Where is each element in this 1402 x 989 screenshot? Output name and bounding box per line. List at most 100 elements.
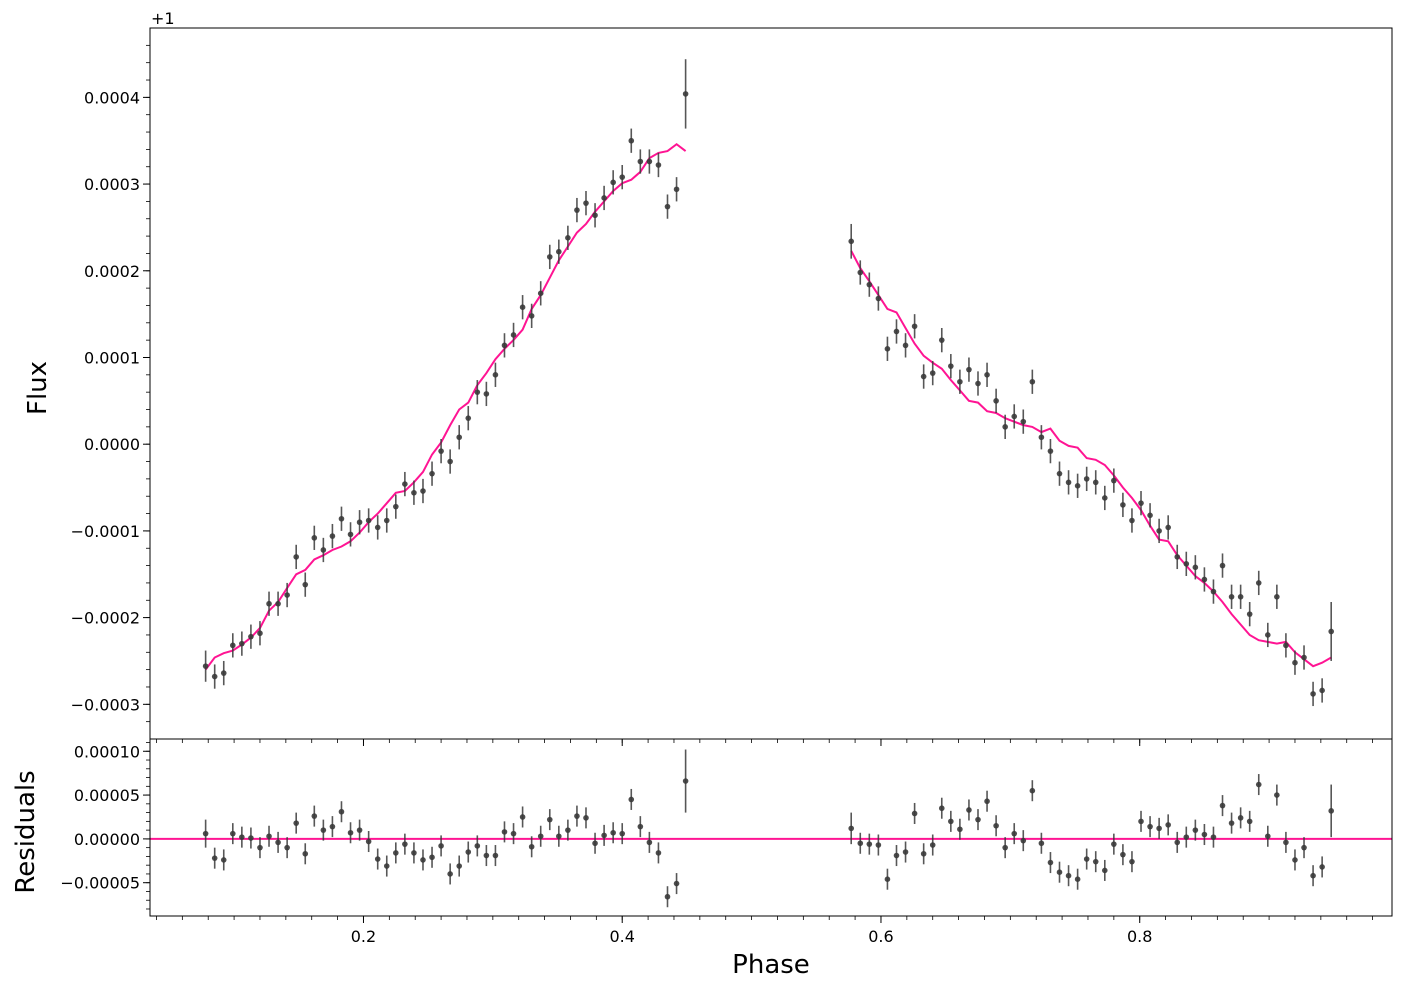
- data-marker: [501, 342, 508, 349]
- data-marker: [239, 640, 245, 647]
- flux-data-point: [619, 164, 626, 190]
- residual-data-point: [347, 822, 354, 844]
- residual-data-point: [411, 842, 417, 864]
- residual-data-point: [248, 827, 254, 849]
- flux-data-point: [993, 388, 999, 413]
- data-marker: [1083, 856, 1090, 862]
- data-marker: [875, 842, 882, 848]
- data-marker: [619, 174, 626, 180]
- residuals-x-ticks: 0.2 0.4 0.6 0.8: [156, 916, 1373, 946]
- data-marker: [293, 820, 299, 826]
- data-marker: [320, 547, 327, 553]
- data-marker: [302, 850, 309, 857]
- flux-data-point: [902, 333, 909, 358]
- residual-data-point: [1074, 868, 1081, 890]
- flux-data-point: [1265, 622, 1271, 648]
- flux-data-point: [393, 494, 399, 519]
- residual-data-point: [546, 809, 553, 831]
- data-marker: [239, 834, 245, 840]
- data-marker: [601, 195, 607, 201]
- data-marker: [1310, 872, 1316, 879]
- flux-data-point: [374, 515, 381, 540]
- flux-data-point: [1319, 678, 1325, 703]
- data-marker: [374, 856, 381, 862]
- residual-data-point: [537, 825, 544, 847]
- flux-data-point: [1283, 633, 1289, 658]
- data-marker: [673, 880, 680, 887]
- residual-data-point: [592, 832, 598, 854]
- data-marker: [583, 815, 589, 821]
- x-tick-label: 0.4: [609, 927, 634, 946]
- residual-data-point: [628, 788, 635, 810]
- flux-data-point: [938, 328, 945, 353]
- flux-data-point: [329, 523, 336, 549]
- data-marker: [893, 852, 900, 859]
- data-marker: [402, 481, 408, 487]
- data-marker: [1265, 833, 1271, 840]
- data-marker: [1310, 691, 1316, 697]
- flux-data-point: [565, 225, 571, 250]
- data-marker: [884, 876, 891, 882]
- flux-data-point: [637, 149, 644, 174]
- flux-data-point: [311, 525, 318, 550]
- residual-data-point: [202, 819, 209, 848]
- flux-data-point: [257, 621, 263, 646]
- flux-data-point: [601, 185, 607, 211]
- data-marker: [347, 829, 354, 836]
- residual-data-point: [338, 801, 345, 823]
- residual-data-point: [1174, 831, 1181, 853]
- data-marker: [592, 212, 598, 219]
- data-marker: [1129, 858, 1135, 865]
- residual-data-point: [1183, 826, 1190, 848]
- residual-data-point: [1120, 844, 1126, 866]
- data-marker: [911, 323, 918, 330]
- y-tick-label: 0.0004: [84, 88, 140, 107]
- flux-data-point: [320, 537, 327, 563]
- data-marker: [220, 670, 227, 676]
- residual-data-point: [1319, 856, 1325, 878]
- flux-data-point: [1038, 425, 1045, 450]
- residual-data-point: [556, 825, 562, 847]
- data-marker: [902, 342, 909, 349]
- residuals-panel-frame: [149, 738, 1393, 917]
- flux-data-point: [528, 303, 535, 329]
- data-marker: [1002, 424, 1008, 430]
- data-marker: [483, 391, 490, 397]
- data-marker: [610, 179, 616, 186]
- data-marker: [365, 838, 372, 845]
- data-marker: [966, 807, 972, 813]
- data-marker: [938, 337, 945, 343]
- data-marker: [866, 841, 873, 847]
- data-marker: [1165, 822, 1171, 828]
- data-marker: [628, 796, 635, 803]
- data-marker: [1120, 502, 1126, 508]
- y-tick-label: −0.0003: [71, 695, 140, 714]
- data-marker: [1092, 858, 1099, 865]
- residual-data-point: [429, 846, 435, 868]
- data-marker: [1301, 844, 1307, 851]
- data-marker: [1047, 859, 1054, 866]
- data-marker: [311, 535, 318, 541]
- data-marker: [1228, 594, 1235, 600]
- data-marker: [546, 816, 553, 823]
- data-marker: [993, 822, 999, 829]
- data-marker: [546, 254, 553, 260]
- residual-data-point: [465, 841, 472, 863]
- flux-data-point: [248, 624, 254, 649]
- residual-data-point: [619, 823, 626, 845]
- data-marker: [275, 600, 281, 607]
- flux-data-point: [1174, 544, 1181, 570]
- flux-data-point: [1065, 470, 1072, 495]
- data-marker: [1255, 580, 1262, 586]
- data-marker: [1292, 659, 1298, 666]
- data-marker: [1101, 495, 1108, 501]
- flux-data-point: [1120, 492, 1126, 518]
- residual-data-point: [637, 816, 644, 838]
- data-marker: [429, 854, 435, 861]
- flux-data-point: [1183, 551, 1190, 576]
- data-marker: [984, 798, 990, 805]
- flux-data-point: [275, 591, 281, 616]
- residual-data-point: [565, 819, 571, 841]
- y-tick-label: 0.0003: [84, 175, 140, 194]
